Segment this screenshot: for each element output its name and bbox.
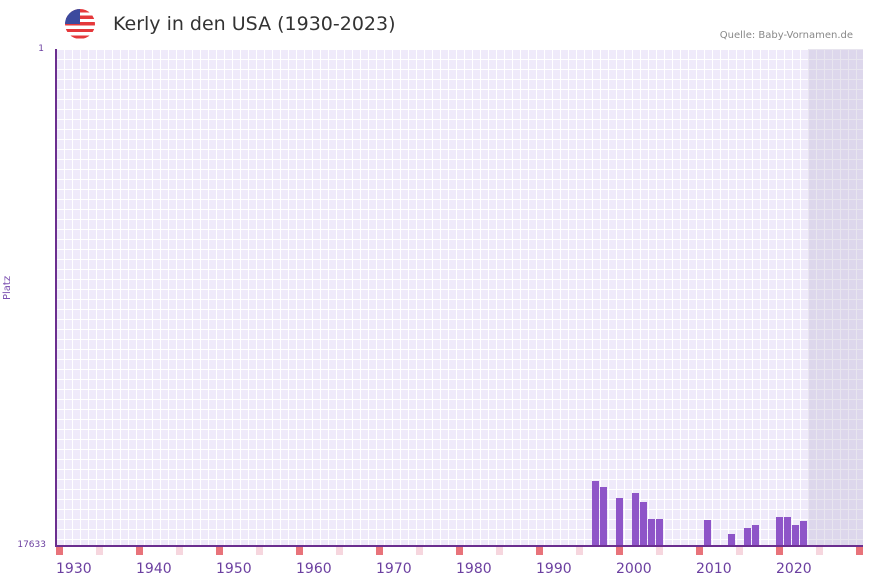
bar-2001 <box>640 502 647 545</box>
year-marker <box>376 546 383 555</box>
x-tick-label: 1960 <box>296 561 332 577</box>
year-marker <box>416 546 423 555</box>
year-marker <box>816 546 823 555</box>
year-marker <box>96 546 103 555</box>
bar-2021 <box>800 521 807 545</box>
bar-1995 <box>592 481 599 545</box>
bar-2012 <box>728 534 735 545</box>
year-marker <box>656 546 663 555</box>
x-tick-label: 1990 <box>536 561 572 577</box>
year-marker <box>296 546 303 555</box>
bar-1998 <box>616 498 623 545</box>
year-marker <box>456 546 463 555</box>
future-shade <box>808 49 863 545</box>
bar-2019 <box>784 517 791 545</box>
year-marker <box>256 546 263 555</box>
bar-1996 <box>600 487 607 545</box>
bar-2020 <box>792 525 799 545</box>
x-tick-label: 2020 <box>776 561 812 577</box>
bar-2015 <box>752 525 759 545</box>
x-axis <box>55 545 863 547</box>
bar-2009 <box>704 520 711 545</box>
bar-2000 <box>632 493 639 545</box>
x-tick-label: 2010 <box>696 561 732 577</box>
bar-2003 <box>656 519 663 545</box>
year-marker <box>856 546 863 555</box>
x-tick-label: 1940 <box>136 561 172 577</box>
year-marker <box>536 546 543 555</box>
y-tick-bottom: 17633 <box>17 540 46 550</box>
bar-2018 <box>776 517 783 545</box>
bar-2014 <box>744 528 751 545</box>
source-label: Quelle: Baby-Vornamen.de <box>719 30 853 41</box>
plot-area <box>56 49 863 545</box>
bar-2002 <box>648 519 655 545</box>
y-tick-top: 1 <box>38 44 44 54</box>
x-tick-label: 1970 <box>376 561 412 577</box>
x-tick-label: 1930 <box>56 561 92 577</box>
year-marker <box>56 546 63 555</box>
x-tick-label: 1980 <box>456 561 492 577</box>
year-marker <box>136 546 143 555</box>
x-tick-label: 1950 <box>216 561 252 577</box>
us-flag-icon <box>65 9 95 39</box>
year-marker <box>776 546 783 555</box>
year-marker <box>736 546 743 555</box>
y-axis <box>55 49 57 546</box>
x-tick-label: 2000 <box>616 561 652 577</box>
year-marker <box>576 546 583 555</box>
year-marker <box>176 546 183 555</box>
year-marker <box>216 546 223 555</box>
year-marker <box>696 546 703 555</box>
year-marker <box>496 546 503 555</box>
y-axis-label: Platz <box>2 275 13 300</box>
chart-title: Kerly in den USA (1930-2023) <box>113 13 396 35</box>
year-marker <box>616 546 623 555</box>
year-marker <box>336 546 343 555</box>
